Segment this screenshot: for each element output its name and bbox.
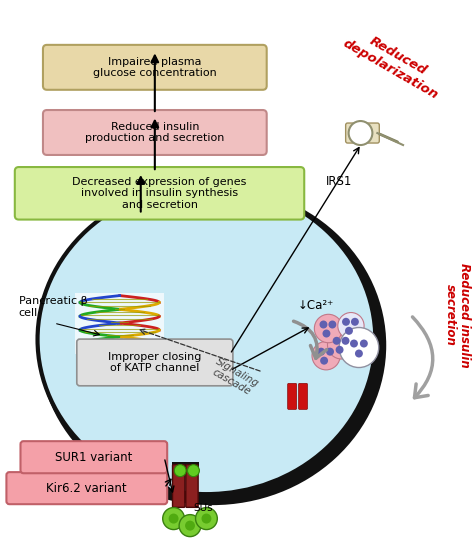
Circle shape	[317, 348, 325, 356]
Circle shape	[188, 465, 200, 477]
Circle shape	[163, 508, 184, 529]
Text: Reduced insulin
production and secretion: Reduced insulin production and secretion	[85, 122, 225, 143]
Circle shape	[351, 318, 359, 326]
FancyBboxPatch shape	[173, 465, 185, 507]
Text: SUR1 variant: SUR1 variant	[55, 451, 133, 464]
Text: IRS1: IRS1	[326, 175, 353, 188]
Circle shape	[319, 320, 328, 329]
FancyBboxPatch shape	[7, 472, 167, 504]
FancyBboxPatch shape	[172, 462, 199, 472]
FancyBboxPatch shape	[346, 123, 379, 143]
Circle shape	[328, 320, 337, 329]
Circle shape	[326, 348, 334, 356]
Text: Improper closing
of KATP channel: Improper closing of KATP channel	[108, 352, 201, 373]
Text: Kir6.2 variant: Kir6.2 variant	[46, 482, 127, 495]
Circle shape	[342, 318, 350, 326]
FancyBboxPatch shape	[288, 383, 297, 409]
FancyArrowPatch shape	[412, 317, 433, 397]
Text: Signaling
cascade: Signaling cascade	[209, 356, 261, 399]
Circle shape	[174, 465, 186, 477]
Text: Impaired plasma
glucose concentration: Impaired plasma glucose concentration	[93, 56, 217, 78]
Text: Reduced insulin
secretion: Reduced insulin secretion	[444, 263, 472, 367]
FancyBboxPatch shape	[75, 293, 164, 353]
Circle shape	[179, 515, 201, 536]
Circle shape	[333, 337, 341, 345]
FancyBboxPatch shape	[43, 110, 267, 155]
FancyBboxPatch shape	[43, 45, 267, 90]
FancyArrowPatch shape	[293, 321, 327, 358]
Ellipse shape	[38, 186, 386, 505]
Circle shape	[185, 521, 195, 531]
Ellipse shape	[37, 185, 375, 494]
Circle shape	[348, 121, 373, 145]
Circle shape	[314, 314, 343, 343]
Circle shape	[345, 327, 353, 335]
Circle shape	[355, 350, 363, 357]
Circle shape	[312, 342, 340, 370]
Circle shape	[338, 313, 364, 339]
Circle shape	[169, 514, 179, 523]
Circle shape	[196, 508, 218, 529]
Circle shape	[339, 327, 379, 368]
Circle shape	[342, 337, 349, 345]
Circle shape	[336, 346, 344, 354]
Circle shape	[320, 357, 328, 365]
FancyBboxPatch shape	[186, 465, 198, 507]
Circle shape	[360, 339, 368, 348]
FancyBboxPatch shape	[299, 383, 308, 409]
Text: ↓Ca²⁺: ↓Ca²⁺	[298, 299, 334, 312]
FancyBboxPatch shape	[20, 441, 167, 473]
Text: Decreased expression of genes
involved in insulin synthesis
and secretion: Decreased expression of genes involved i…	[73, 176, 246, 210]
FancyBboxPatch shape	[77, 339, 233, 386]
Circle shape	[328, 331, 356, 359]
Text: SUs: SUs	[193, 503, 213, 513]
Text: Pancreatic β
cell: Pancreatic β cell	[19, 296, 87, 318]
Text: Reduced
depolarization: Reduced depolarization	[340, 23, 448, 102]
Circle shape	[201, 514, 211, 523]
Circle shape	[322, 330, 330, 338]
FancyBboxPatch shape	[15, 167, 304, 219]
Circle shape	[350, 339, 358, 348]
